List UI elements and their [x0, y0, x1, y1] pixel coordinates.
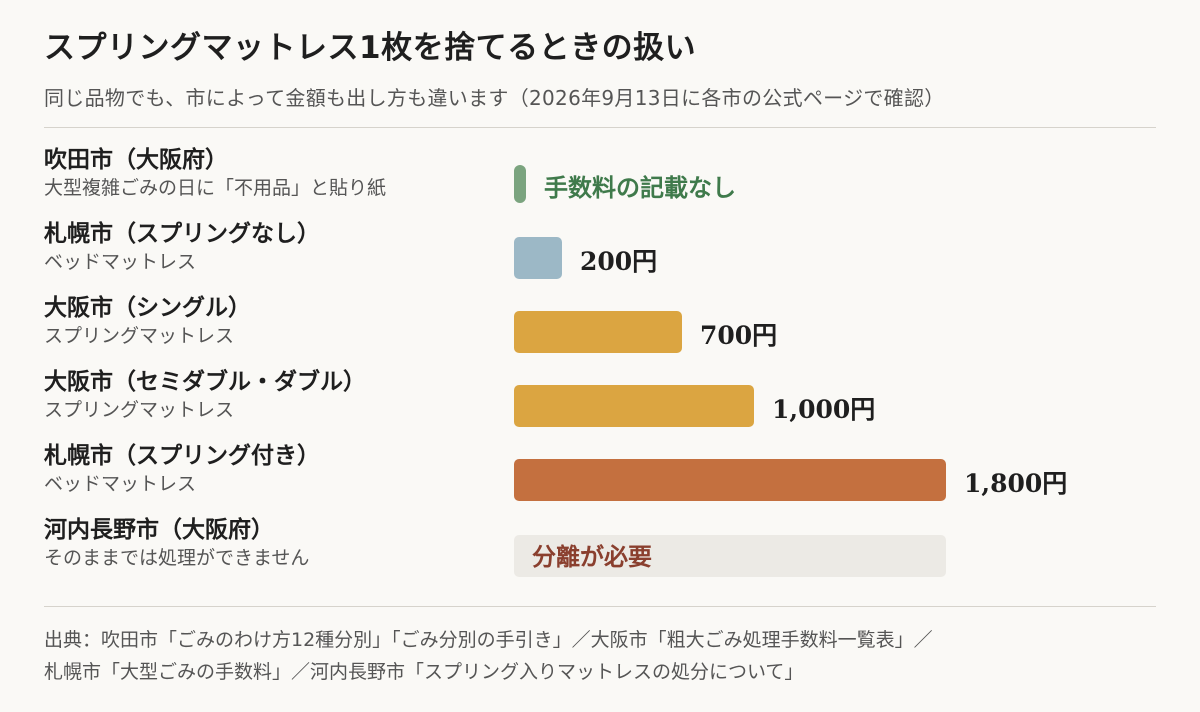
bar-value-label: 200円 [580, 247, 658, 276]
row-note: そのままでは処理ができません [44, 547, 310, 569]
row-note: スプリングマットレス [44, 325, 235, 347]
bar [514, 311, 682, 353]
bar-value-label: 700円 [700, 321, 778, 350]
row-label: 大阪市（シングル） スプリングマットレス [44, 294, 504, 348]
row-label: 札幌市（スプリングなし） ベッドマットレス [44, 220, 504, 274]
bottom-divider [44, 606, 1156, 607]
chart-title: スプリングマットレス1枚を捨てるときの扱い [44, 30, 697, 66]
source-line-1: 出典：吹田市「ごみのわけ方12種分別」「ごみ分別の手引き」／大阪市「粗大ごみ処理… [44, 629, 933, 651]
separation-label: 分離が必要 [532, 543, 652, 571]
top-divider [44, 127, 1156, 128]
chart-subtitle: 同じ品物でも、市によって金額も出し方も違います（2026年9月13日に各市の公式… [44, 86, 945, 110]
bar [514, 385, 754, 427]
row-name: 河内長野市（大阪府） [44, 517, 274, 543]
row-label: 河内長野市（大阪府） そのままでは処理ができません [44, 516, 504, 570]
no-fee-label: 手数料の記載なし [544, 174, 736, 202]
row-note: ベッドマットレス [44, 251, 197, 273]
row-name: 吹田市（大阪府） [44, 147, 228, 173]
bar-value-label: 1,800円 [964, 469, 1068, 498]
source-line-2: 札幌市「大型ごみの手数料」／河内長野市「スプリング入りマットレスの処分について」 [44, 661, 804, 683]
bar [514, 459, 946, 501]
row-note: ベッドマットレス [44, 473, 197, 495]
row-label: 札幌市（スプリング付き） ベッドマットレス [44, 442, 504, 496]
row-name: 大阪市（シングル） [44, 295, 251, 321]
row-note: スプリングマットレス [44, 399, 235, 421]
separation-strip [514, 535, 946, 577]
row-label: 大阪市（セミダブル・ダブル） スプリングマットレス [44, 368, 504, 422]
row-name: 札幌市（スプリングなし） [44, 221, 320, 247]
bar-value-label: 1,000円 [772, 395, 876, 424]
no-fee-marker [514, 165, 526, 203]
row-name: 大阪市（セミダブル・ダブル） [44, 369, 366, 395]
source-note: 出典：吹田市「ごみのわけ方12種分別」「ごみ分別の手引き」／大阪市「粗大ごみ処理… [44, 624, 1156, 688]
row-label: 吹田市（大阪府） 大型複雑ごみの日に「不用品」と貼り紙 [44, 146, 504, 200]
bar [514, 237, 562, 279]
row-name: 札幌市（スプリング付き） [44, 443, 320, 469]
row-note: 大型複雑ごみの日に「不用品」と貼り紙 [44, 177, 387, 199]
